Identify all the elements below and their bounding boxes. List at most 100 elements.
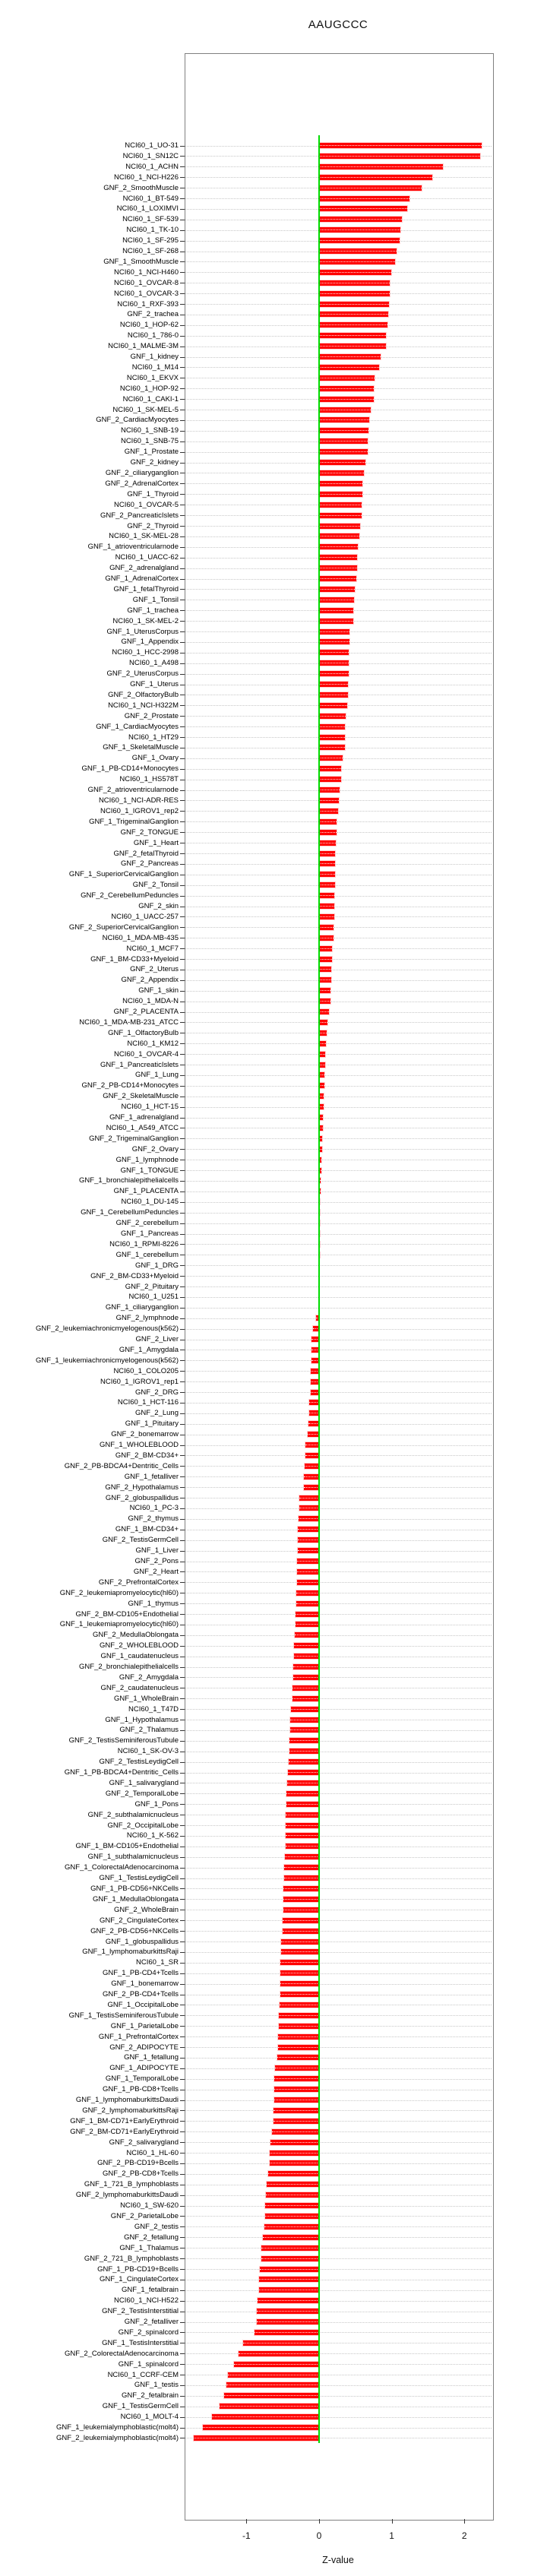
bar-gridline-overlay [319,906,335,907]
z-value-bar [319,238,400,244]
zero-reference-line [318,135,320,2444]
z-value-bar [280,1970,319,1976]
x-axis-label: Z-value [322,2555,354,2565]
row-gridline [185,2153,492,2154]
y-axis-tick [180,335,185,337]
z-value-bar [305,1452,319,1458]
row-gridline [185,1677,492,1679]
row-label: GNF_2_Thalamus [119,1726,179,1735]
z-value-bar [319,628,350,635]
x-axis-tick [319,2519,320,2524]
z-value-bar [263,2234,319,2240]
z-value-bar [319,576,357,582]
z-value-bar [319,533,359,540]
z-value-bar [293,1664,319,1670]
x-axis-tick-label: 0 [316,2530,322,2541]
row-gridline [185,959,492,960]
z-value-bar [319,248,397,255]
row-label: NCI60_1_NCI-H226 [113,172,179,182]
z-value-bar [319,449,368,455]
z-value-bar [319,829,337,835]
z-value-bar [298,1537,319,1543]
row-gridline [185,1043,492,1045]
bar-gridline-overlay [256,2321,319,2323]
z-value-bar [319,407,371,413]
row-gridline [185,1614,492,1616]
bar-gridline-overlay [281,1941,319,1942]
z-value-bar [319,586,355,592]
bar-gridline-overlay [319,451,368,453]
bar-gridline-overlay [298,1529,319,1530]
z-value-bar [297,1559,319,1564]
row-gridline [185,1973,492,1974]
x-axis-tick [464,2519,466,2524]
row-gridline [185,2036,492,2038]
row-label: NCI60_1_SR [136,1958,179,1967]
y-axis-tick [180,1603,185,1605]
row-label: GNF_1_ParietalLobe [110,2021,179,2030]
bar-gridline-overlay [319,271,391,273]
z-value-bar [319,1072,325,1078]
bar-gridline-overlay [319,990,330,992]
y-axis-tick [180,1117,185,1119]
bar-gridline-overlay [319,726,346,727]
row-label: GNF_2_lymphnode [115,1314,179,1323]
z-value-bar [319,618,353,624]
row-gridline [185,1276,492,1277]
row-label: NCI60_1_HCT-116 [117,1398,179,1407]
bar-gridline-overlay [319,969,332,970]
row-label: GNF_2_subthalamicnucleus [87,1810,179,1819]
row-gridline [185,2110,492,2112]
row-gridline [185,1423,492,1425]
bar-gridline-overlay [269,2152,319,2154]
row-gridline [185,1951,492,1953]
z-value-bar [319,163,444,169]
y-axis-tick [180,1170,185,1172]
y-axis-tick [180,2026,185,2027]
row-label: GNF_2_PB-BDCA4+Dentritic_Cells [64,1461,179,1470]
z-value-bar [283,1917,319,1923]
z-value-bar [254,2329,319,2335]
bar-gridline-overlay [319,747,345,748]
z-value-bar [280,2002,319,2008]
bar-gridline-overlay [319,1074,325,1076]
z-value-bar [296,1590,319,1596]
row-label: GNF_2_Appendix [121,976,179,985]
row-label: GNF_1_lymphomaburkittsDaudi [75,2096,179,2105]
y-axis-tick [180,1983,185,1985]
row-gridline [185,1170,492,1172]
bar-gridline-overlay [310,1391,319,1393]
z-value-bar [311,1368,319,1374]
z-value-bar [311,1347,319,1353]
z-value-bar [319,1135,323,1141]
bar-gridline-overlay [319,388,375,389]
row-gridline [185,1054,492,1055]
bar-gridline-overlay [319,916,334,917]
row-label: GNF_1_ColorectalAdenocarcinoma [65,1863,179,1872]
row-label: NCI60_1_UACC-257 [111,912,179,921]
y-axis-tick [180,2078,185,2080]
z-value-bar [299,1516,319,1522]
row-gridline [185,1931,492,1932]
row-label: GNF_1_OccipitalLobe [107,2000,179,2009]
row-gridline [185,2290,492,2291]
bar-gridline-overlay [319,166,444,167]
bar-gridline-overlay [319,525,360,527]
row-label: NCI60_1_SNB-75 [120,437,179,446]
y-axis-tick [180,1740,185,1742]
row-gridline [185,1740,492,1742]
y-axis-tick [180,1920,185,1922]
row-label: NCI60_1_HS578T [119,775,179,784]
z-value-bar [319,945,332,951]
row-label: GNF_1_TONGUE [120,1166,179,1175]
z-value-bar [319,523,360,529]
z-value-bar [319,555,358,561]
bar-gridline-overlay [289,1740,319,1742]
row-label: NCI60_1_SNB-19 [120,426,179,435]
bar-gridline-overlay [283,1930,319,1932]
y-axis-tick [180,198,185,199]
row-label: GNF_1_Uterus [130,680,179,689]
bar-gridline-overlay [296,1624,319,1625]
row-label: GNF_2_TemporalLobe [105,1789,179,1798]
bar-gridline-overlay [319,514,362,516]
